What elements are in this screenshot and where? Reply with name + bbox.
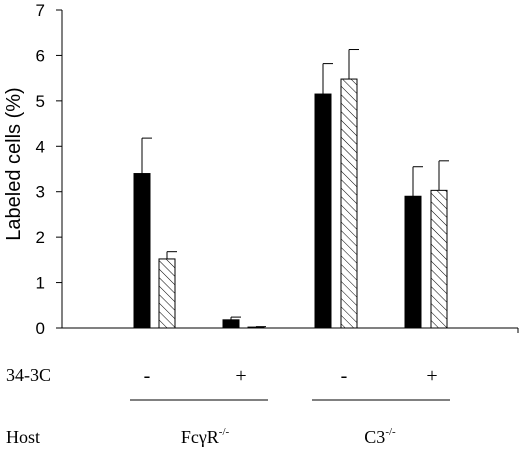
y-tick-label-5: 5 xyxy=(36,92,45,111)
y-tick-label-4: 4 xyxy=(36,137,45,156)
bar-hatched-3 xyxy=(430,189,448,329)
y-tick-label-2: 2 xyxy=(36,228,45,247)
bar-hatched-2 xyxy=(340,78,358,329)
bar-solid-1 xyxy=(222,319,240,329)
bar-hatched-0 xyxy=(158,258,176,329)
y-tick-label-3: 3 xyxy=(36,183,45,202)
host-group-2-name: C3 xyxy=(364,427,385,447)
y-tick-label-0: 0 xyxy=(36,319,45,338)
bar-solid-2 xyxy=(314,93,332,329)
treatment-row-label: 34-3C xyxy=(6,365,51,385)
host-row-label: Host xyxy=(6,427,40,447)
y-tick-label-6: 6 xyxy=(36,46,45,65)
host-group-1-name: FcγR xyxy=(181,427,219,447)
treatment-value-3: + xyxy=(426,365,437,387)
treatment-value-2: - xyxy=(341,365,348,387)
host-group-2-superscript: -/- xyxy=(385,426,396,438)
bar-solid-0 xyxy=(133,173,151,329)
treatment-value-1: + xyxy=(235,365,246,387)
y-tick-label-1: 1 xyxy=(36,274,45,293)
bar-solid-3 xyxy=(404,195,422,329)
y-axis-label: Labeled cells (%) xyxy=(3,87,25,240)
host-group-1-superscript: -/- xyxy=(219,426,230,438)
host-group-2: C3-/- xyxy=(364,426,396,447)
treatment-values: - + - + xyxy=(144,365,438,387)
y-tick-label-7: 7 xyxy=(36,1,45,20)
treatment-value-0: - xyxy=(144,365,151,387)
bars xyxy=(133,49,449,329)
y-axis-ticks: 0 1 2 3 4 5 6 7 xyxy=(36,1,62,338)
host-group-1: FcγR-/- xyxy=(181,426,230,447)
